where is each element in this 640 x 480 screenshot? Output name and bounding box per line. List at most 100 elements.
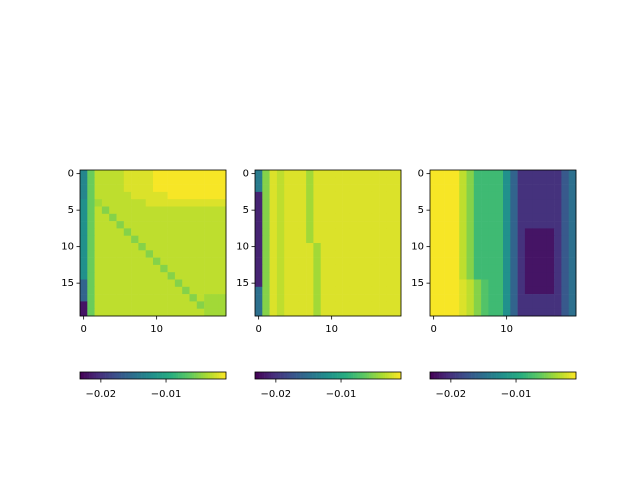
heatmap-cell [473, 170, 482, 178]
heatmap-cell [510, 294, 518, 302]
heatmap-cell [94, 264, 103, 273]
heatmap-cell [131, 235, 139, 244]
heatmap-cell [459, 257, 467, 266]
colorbar-segment [150, 372, 154, 379]
heatmap-cell [276, 228, 285, 236]
heatmap-cell [379, 221, 387, 229]
heatmap-cell [204, 264, 212, 273]
heatmap-cell [298, 170, 307, 178]
heatmap-cell [364, 294, 373, 302]
heatmap-cell [539, 257, 548, 266]
heatmap-cell [306, 184, 314, 193]
heatmap-cell [153, 308, 161, 317]
heatmap-cell [167, 272, 176, 280]
heatmap-cell [451, 221, 460, 229]
heatmap-cell [473, 191, 482, 200]
heatmap-cell [276, 199, 285, 207]
heatmap-cell [357, 257, 365, 266]
heatmap-cell [153, 177, 161, 185]
heatmap-cell [386, 206, 394, 215]
heatmap-cell [335, 228, 343, 236]
heatmap-cell [371, 279, 380, 288]
heatmap-cell [269, 228, 278, 236]
heatmap-cell [320, 206, 329, 215]
heatmap-cell [153, 257, 161, 266]
heatmap-cell [87, 243, 95, 251]
heatmap-cell [357, 191, 365, 200]
heatmap-cell [437, 272, 445, 280]
heatmap-cell [561, 199, 569, 207]
heatmap-cell [335, 257, 343, 266]
colorbar-segment [477, 372, 481, 379]
colorbar-segment [180, 372, 183, 379]
heatmap-cell [437, 301, 445, 309]
heatmap-cell [320, 243, 329, 251]
heatmap-cell [488, 228, 496, 236]
heatmap-cell [94, 243, 103, 251]
heatmap-cell [211, 191, 219, 200]
colorbar-segment [550, 372, 554, 379]
heatmap-cell [532, 279, 540, 288]
heatmap-cell [276, 221, 285, 229]
heatmap-cell [167, 228, 176, 236]
heatmap-cell [306, 213, 314, 222]
colorbar-segment [430, 372, 433, 379]
heatmap-cell [255, 199, 263, 207]
heatmap-cell [262, 206, 270, 215]
heatmap-cell [357, 199, 365, 207]
heatmap-cell [568, 235, 577, 244]
heatmap-cell [174, 301, 183, 309]
heatmap-cell [138, 170, 146, 178]
heatmap-cell [131, 272, 139, 280]
heatmap-cell [204, 177, 212, 185]
heatmap-cell [167, 279, 176, 288]
heatmap-cell [211, 177, 219, 185]
heatmap-cell [218, 250, 227, 258]
heatmap-cell [568, 213, 577, 222]
heatmap-cell [320, 235, 329, 244]
heatmap-cell [444, 199, 453, 207]
heatmap-cell [182, 170, 190, 178]
heatmap-cell [269, 199, 278, 207]
heatmap-cell [488, 221, 496, 229]
heatmap-cell [284, 264, 292, 273]
heatmap-cell [255, 301, 263, 309]
heatmap-cell [87, 286, 95, 295]
colorbar-segment [396, 372, 400, 379]
heatmap-cell [313, 243, 321, 251]
heatmap-cell [437, 286, 445, 295]
heatmap-cell [473, 301, 482, 309]
heatmap-cell [379, 279, 387, 288]
heatmap-cell [313, 221, 321, 229]
heatmap-cell [371, 257, 380, 266]
colorbar-segment [300, 372, 304, 379]
heatmap-cell [357, 235, 365, 244]
colorbar-segment [123, 372, 126, 379]
heatmap-cell [357, 206, 365, 215]
heatmap-cell [481, 308, 489, 317]
heatmap-cell [291, 206, 300, 215]
heatmap-cell [510, 191, 518, 200]
heatmap-cell [101, 206, 110, 215]
heatmap-cell [444, 286, 453, 295]
colorbar-segment [189, 372, 193, 379]
heatmap-cell [335, 308, 343, 317]
heatmap-cell [459, 170, 467, 178]
heatmap-cell [524, 177, 533, 185]
heatmap-cell [532, 301, 540, 309]
heatmap-cell [495, 213, 504, 222]
heatmap-cell [174, 308, 183, 317]
heatmap-cell [532, 257, 540, 266]
heatmap-cell [174, 170, 183, 178]
heatmap-cell [546, 221, 555, 229]
heatmap-cell [488, 286, 496, 295]
heatmap-cell [444, 177, 453, 185]
heatmap-cell [371, 213, 380, 222]
heatmap-cell [276, 243, 285, 251]
heatmap-cell [393, 243, 402, 251]
heatmap-cell [568, 250, 577, 258]
heatmap-cell [131, 294, 139, 302]
colorbar-segment [273, 372, 276, 379]
heatmap-cell [430, 191, 438, 200]
heatmap-cell [255, 308, 263, 317]
